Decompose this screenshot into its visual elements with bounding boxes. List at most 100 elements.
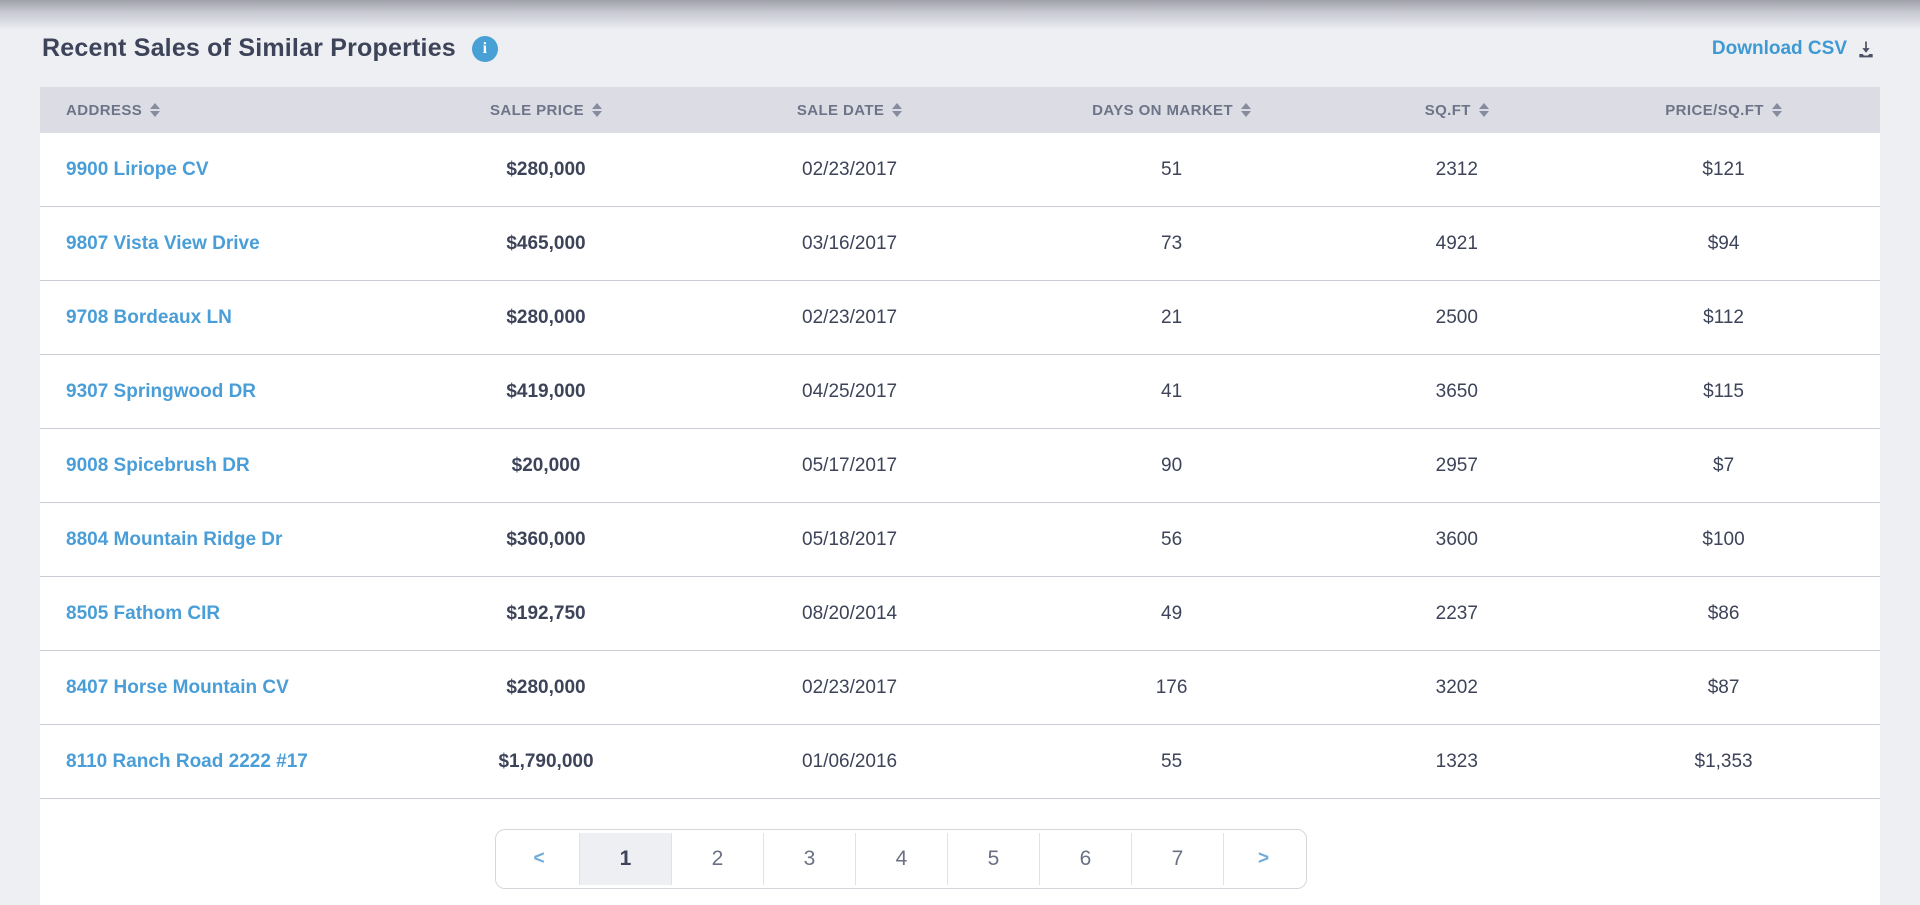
column-label: SQ.FT <box>1424 101 1471 119</box>
table-row: 9708 Bordeaux LN $280,000 02/23/2017 21 … <box>40 281 1880 355</box>
address-link[interactable]: 8407 Horse Mountain CV <box>66 676 289 698</box>
page-title: Recent Sales of Similar Properties <box>42 34 456 62</box>
table-row: 9307 Springwood DR $419,000 04/25/2017 4… <box>40 355 1880 429</box>
pagination-page-2[interactable]: 2 <box>671 833 763 885</box>
sqft-cell: 2957 <box>1435 454 1478 476</box>
sqft-cell: 3650 <box>1435 380 1478 402</box>
pagination-prev-button[interactable]: < <box>499 833 579 885</box>
address-link[interactable]: 8804 Mountain Ridge Dr <box>66 528 283 550</box>
sort-icon <box>1771 103 1782 117</box>
column-header-sale-price[interactable]: SALE PRICE <box>390 87 703 133</box>
sale-price-cell: $280,000 <box>506 158 586 180</box>
sort-icon <box>1478 103 1489 117</box>
main-content: Recent Sales of Similar Properties i Dow… <box>40 0 1880 905</box>
download-icon <box>1856 39 1876 59</box>
pagination-page-5[interactable]: 5 <box>947 833 1039 885</box>
sqft-cell: 2237 <box>1435 602 1478 624</box>
address-link[interactable]: 9008 Spicebrush DR <box>66 454 250 476</box>
price-per-sqft-cell: $112 <box>1703 306 1744 328</box>
table-row: 8505 Fathom CIR $192,750 08/20/2014 49 2… <box>40 577 1880 651</box>
days-on-market-cell: 90 <box>1161 454 1183 476</box>
address-cell: 9307 Springwood DR <box>40 381 390 403</box>
download-csv-link[interactable]: Download CSV <box>1712 38 1876 60</box>
address-link[interactable]: 9708 Bordeaux LN <box>66 306 232 328</box>
address-link[interactable]: 8505 Fathom CIR <box>66 602 221 624</box>
address-link[interactable]: 8110 Ranch Road 2222 #17 <box>66 750 308 772</box>
table-row: 9008 Spicebrush DR $20,000 05/17/2017 90… <box>40 429 1880 503</box>
table-row: 8804 Mountain Ridge Dr $360,000 05/18/20… <box>40 503 1880 577</box>
days-on-market-cell: 41 <box>1161 380 1183 402</box>
sale-price-cell: $419,000 <box>506 380 586 402</box>
pagination-row: <1 2 3 4 5 6 7 > <box>40 829 1880 889</box>
table-body: 9900 Liriope CV $280,000 02/23/2017 51 2… <box>40 133 1880 799</box>
column-header-address[interactable]: ADDRESS <box>40 87 390 133</box>
pagination-next-button[interactable]: > <box>1223 833 1303 885</box>
price-per-sqft-cell: $94 <box>1707 232 1740 254</box>
table-row: 9900 Liriope CV $280,000 02/23/2017 51 2… <box>40 133 1880 207</box>
column-header-days-on-market[interactable]: DAYS ON MARKET <box>997 87 1347 133</box>
sort-icon <box>892 103 903 117</box>
pagination-page-6[interactable]: 6 <box>1039 833 1131 885</box>
pagination-page-4[interactable]: 4 <box>855 833 947 885</box>
days-on-market-cell: 56 <box>1161 528 1183 550</box>
column-label: DAYS ON MARKET <box>1092 101 1234 119</box>
address-cell: 9008 Spicebrush DR <box>40 455 390 477</box>
download-csv-label: Download CSV <box>1711 37 1847 59</box>
pagination-page-7[interactable]: 7 <box>1131 833 1223 885</box>
address-link[interactable]: 9307 Springwood DR <box>66 380 257 402</box>
sale-date-cell: 08/20/2014 <box>802 602 898 624</box>
table-row: 8110 Ranch Road 2222 #17 $1,790,000 01/0… <box>40 725 1880 799</box>
days-on-market-cell: 51 <box>1161 158 1183 180</box>
days-on-market-cell: 73 <box>1161 232 1183 254</box>
sale-date-cell: 05/18/2017 <box>802 528 898 550</box>
sales-table-card: ADDRESS SALE PRICE SALE DATE DAYS ON MAR… <box>40 87 1880 905</box>
days-on-market-cell: 21 <box>1161 306 1183 328</box>
price-per-sqft-cell: $115 <box>1703 380 1744 402</box>
sale-date-cell: 03/16/2017 <box>802 232 898 254</box>
pagination-page-3[interactable]: 3 <box>763 833 855 885</box>
title-row: Recent Sales of Similar Properties i Dow… <box>40 0 1880 87</box>
sale-price-cell: $280,000 <box>506 306 586 328</box>
sale-price-cell: $465,000 <box>506 232 586 254</box>
sale-date-cell: 02/23/2017 <box>802 158 898 180</box>
sale-price-cell: $192,750 <box>506 602 586 624</box>
column-label: PRICE/SQ.FT <box>1665 101 1764 119</box>
address-cell: 8804 Mountain Ridge Dr <box>40 529 390 551</box>
column-header-sale-date[interactable]: SALE DATE <box>702 87 996 133</box>
sale-price-cell: $1,790,000 <box>498 750 594 772</box>
sqft-cell: 3202 <box>1435 676 1478 698</box>
sale-price-cell: $360,000 <box>506 528 586 550</box>
price-per-sqft-cell: $121 <box>1702 158 1745 180</box>
price-per-sqft-cell: $86 <box>1707 602 1740 624</box>
column-label: ADDRESS <box>66 101 143 119</box>
sqft-cell: 3600 <box>1435 528 1478 550</box>
table-row: 8407 Horse Mountain CV $280,000 02/23/20… <box>40 651 1880 725</box>
days-on-market-cell: 176 <box>1155 676 1188 698</box>
sqft-cell: 2312 <box>1435 158 1478 180</box>
sqft-cell: 4921 <box>1435 232 1478 254</box>
price-per-sqft-cell: $7 <box>1713 454 1735 476</box>
price-per-sqft-cell: $100 <box>1702 528 1745 550</box>
sale-date-cell: 04/25/2017 <box>802 380 898 402</box>
pagination: <1 2 3 4 5 6 7 > <box>495 829 1307 889</box>
address-cell: 9807 Vista View Drive <box>40 233 390 255</box>
sale-date-cell: 02/23/2017 <box>802 306 898 328</box>
sale-date-cell: 05/17/2017 <box>802 454 898 476</box>
sort-icon <box>150 103 161 117</box>
table-row: 9807 Vista View Drive $465,000 03/16/201… <box>40 207 1880 281</box>
column-header-sqft[interactable]: SQ.FT <box>1346 87 1567 133</box>
price-per-sqft-cell: $1,353 <box>1694 750 1753 772</box>
days-on-market-cell: 49 <box>1161 602 1183 624</box>
column-header-price-per-sqft[interactable]: PRICE/SQ.FT <box>1567 87 1880 133</box>
sale-date-cell: 01/06/2016 <box>802 750 898 772</box>
column-label: SALE PRICE <box>489 101 584 119</box>
info-icon[interactable]: i <box>471 35 498 62</box>
address-cell: 8505 Fathom CIR <box>40 603 390 625</box>
sort-icon <box>1241 103 1252 117</box>
table-header-row: ADDRESS SALE PRICE SALE DATE DAYS ON MAR… <box>40 87 1880 133</box>
address-link[interactable]: 9900 Liriope CV <box>66 158 209 180</box>
address-cell: 9900 Liriope CV <box>40 159 390 181</box>
pagination-page-1[interactable]: 1 <box>579 833 671 885</box>
address-cell: 8407 Horse Mountain CV <box>40 677 390 699</box>
address-link[interactable]: 9807 Vista View Drive <box>66 232 260 254</box>
